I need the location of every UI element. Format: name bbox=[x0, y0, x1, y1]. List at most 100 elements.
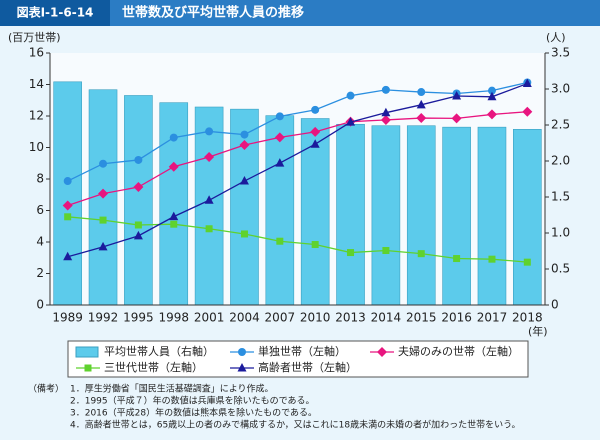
legend-marker bbox=[237, 363, 247, 372]
marker bbox=[276, 237, 284, 245]
y2-tick-label: 2.5 bbox=[551, 118, 570, 132]
bar bbox=[159, 102, 189, 306]
y-tick-label: 12 bbox=[29, 109, 44, 123]
x-tick-label: 2001 bbox=[194, 311, 225, 325]
marker bbox=[488, 255, 496, 263]
marker bbox=[99, 159, 108, 168]
marker bbox=[486, 109, 497, 120]
marker bbox=[346, 91, 355, 100]
bar bbox=[513, 129, 542, 306]
line bbox=[67, 82, 528, 258]
legend-label: 高齢者世帯（左軸） bbox=[258, 360, 357, 374]
y2-tick-label: 3.5 bbox=[551, 46, 570, 60]
marker bbox=[169, 133, 178, 142]
line bbox=[67, 111, 528, 207]
y-tick-label: 16 bbox=[29, 46, 44, 60]
marker bbox=[240, 230, 248, 238]
y-tick-label: 0 bbox=[36, 298, 44, 312]
y2-tick-label: 1.0 bbox=[551, 226, 570, 240]
note: 2．1995（平成７）年の数値は兵庫県を除いたものである。 bbox=[70, 395, 315, 407]
marker bbox=[522, 78, 532, 88]
marker bbox=[381, 85, 390, 94]
line bbox=[67, 81, 528, 182]
marker bbox=[346, 117, 356, 126]
marker bbox=[205, 127, 214, 136]
bar bbox=[53, 81, 82, 306]
x-tick-label: 2004 bbox=[229, 311, 260, 325]
marker bbox=[169, 211, 179, 221]
legend-label: 三世代世帯（左軸） bbox=[104, 360, 203, 374]
marker bbox=[239, 139, 250, 150]
x-tick-label: 2007 bbox=[265, 311, 296, 325]
x-tick-label: 1992 bbox=[88, 311, 119, 325]
bar bbox=[194, 106, 224, 306]
legend-marker bbox=[84, 364, 92, 372]
y2-tick-label: 1.5 bbox=[551, 190, 570, 204]
x-axis-unit: (年) bbox=[528, 324, 548, 338]
x-tick-label: 1998 bbox=[158, 311, 189, 325]
marker bbox=[453, 255, 461, 263]
marker bbox=[98, 241, 108, 251]
bar bbox=[124, 95, 153, 306]
marker bbox=[310, 126, 321, 137]
marker bbox=[133, 182, 144, 193]
marker bbox=[275, 112, 284, 121]
bar bbox=[371, 125, 401, 306]
x-tick-label: 1989 bbox=[52, 311, 83, 325]
x-tick-label: 2013 bbox=[335, 311, 366, 325]
x-tick-label: 2014 bbox=[371, 311, 402, 325]
marker bbox=[99, 216, 107, 224]
marker bbox=[380, 114, 391, 125]
legend-swatch bbox=[75, 346, 99, 358]
y2-tick-label: 2.0 bbox=[551, 154, 570, 168]
y-tick-label: 6 bbox=[36, 203, 44, 217]
x-tick-label: 2015 bbox=[406, 311, 437, 325]
bar bbox=[336, 123, 365, 306]
marker bbox=[487, 86, 496, 95]
marker bbox=[275, 158, 285, 167]
marker bbox=[239, 176, 249, 185]
marker bbox=[523, 258, 531, 266]
legend-label: 平均世帯人員（右軸） bbox=[104, 344, 214, 358]
x-tick-label: 2016 bbox=[441, 311, 472, 325]
x-tick-label: 2017 bbox=[477, 311, 508, 325]
y2-tick-label: 0 bbox=[551, 298, 559, 312]
legend-box bbox=[67, 340, 529, 378]
marker bbox=[134, 155, 143, 164]
x-tick-label: 2010 bbox=[300, 311, 331, 325]
marker bbox=[522, 106, 533, 117]
header-label: 図表Ⅰ-1-6-14 bbox=[17, 5, 94, 20]
marker bbox=[168, 161, 179, 172]
marker bbox=[417, 88, 426, 97]
marker bbox=[204, 151, 215, 162]
y-axis-title: (百万世帯) bbox=[8, 31, 61, 44]
y2-tick-label: 0.5 bbox=[551, 262, 570, 276]
marker bbox=[416, 113, 427, 124]
marker bbox=[170, 220, 178, 228]
marker bbox=[382, 247, 390, 255]
marker bbox=[452, 90, 462, 100]
marker bbox=[205, 225, 213, 233]
marker bbox=[204, 195, 214, 204]
marker bbox=[311, 105, 320, 114]
marker bbox=[240, 130, 249, 139]
marker bbox=[63, 177, 72, 186]
marker bbox=[451, 113, 462, 124]
y2-tick-label: 3.0 bbox=[551, 82, 570, 96]
marker bbox=[64, 213, 72, 221]
bar bbox=[442, 126, 471, 306]
note: 3．2016（平成28）年の数値は熊本県を除いたものである。 bbox=[70, 407, 317, 419]
y-tick-label: 4 bbox=[36, 235, 44, 249]
bar bbox=[265, 115, 295, 306]
x-tick-label: 2018 bbox=[512, 311, 543, 325]
marker bbox=[416, 99, 426, 109]
marker bbox=[274, 132, 285, 143]
x-tick-label: 1995 bbox=[123, 311, 154, 325]
y-tick-label: 2 bbox=[36, 266, 44, 280]
marker bbox=[133, 230, 143, 240]
y-tick-label: 10 bbox=[29, 140, 44, 154]
marker bbox=[311, 241, 319, 249]
y2-axis-title: (人) bbox=[546, 31, 566, 44]
marker bbox=[487, 91, 497, 101]
